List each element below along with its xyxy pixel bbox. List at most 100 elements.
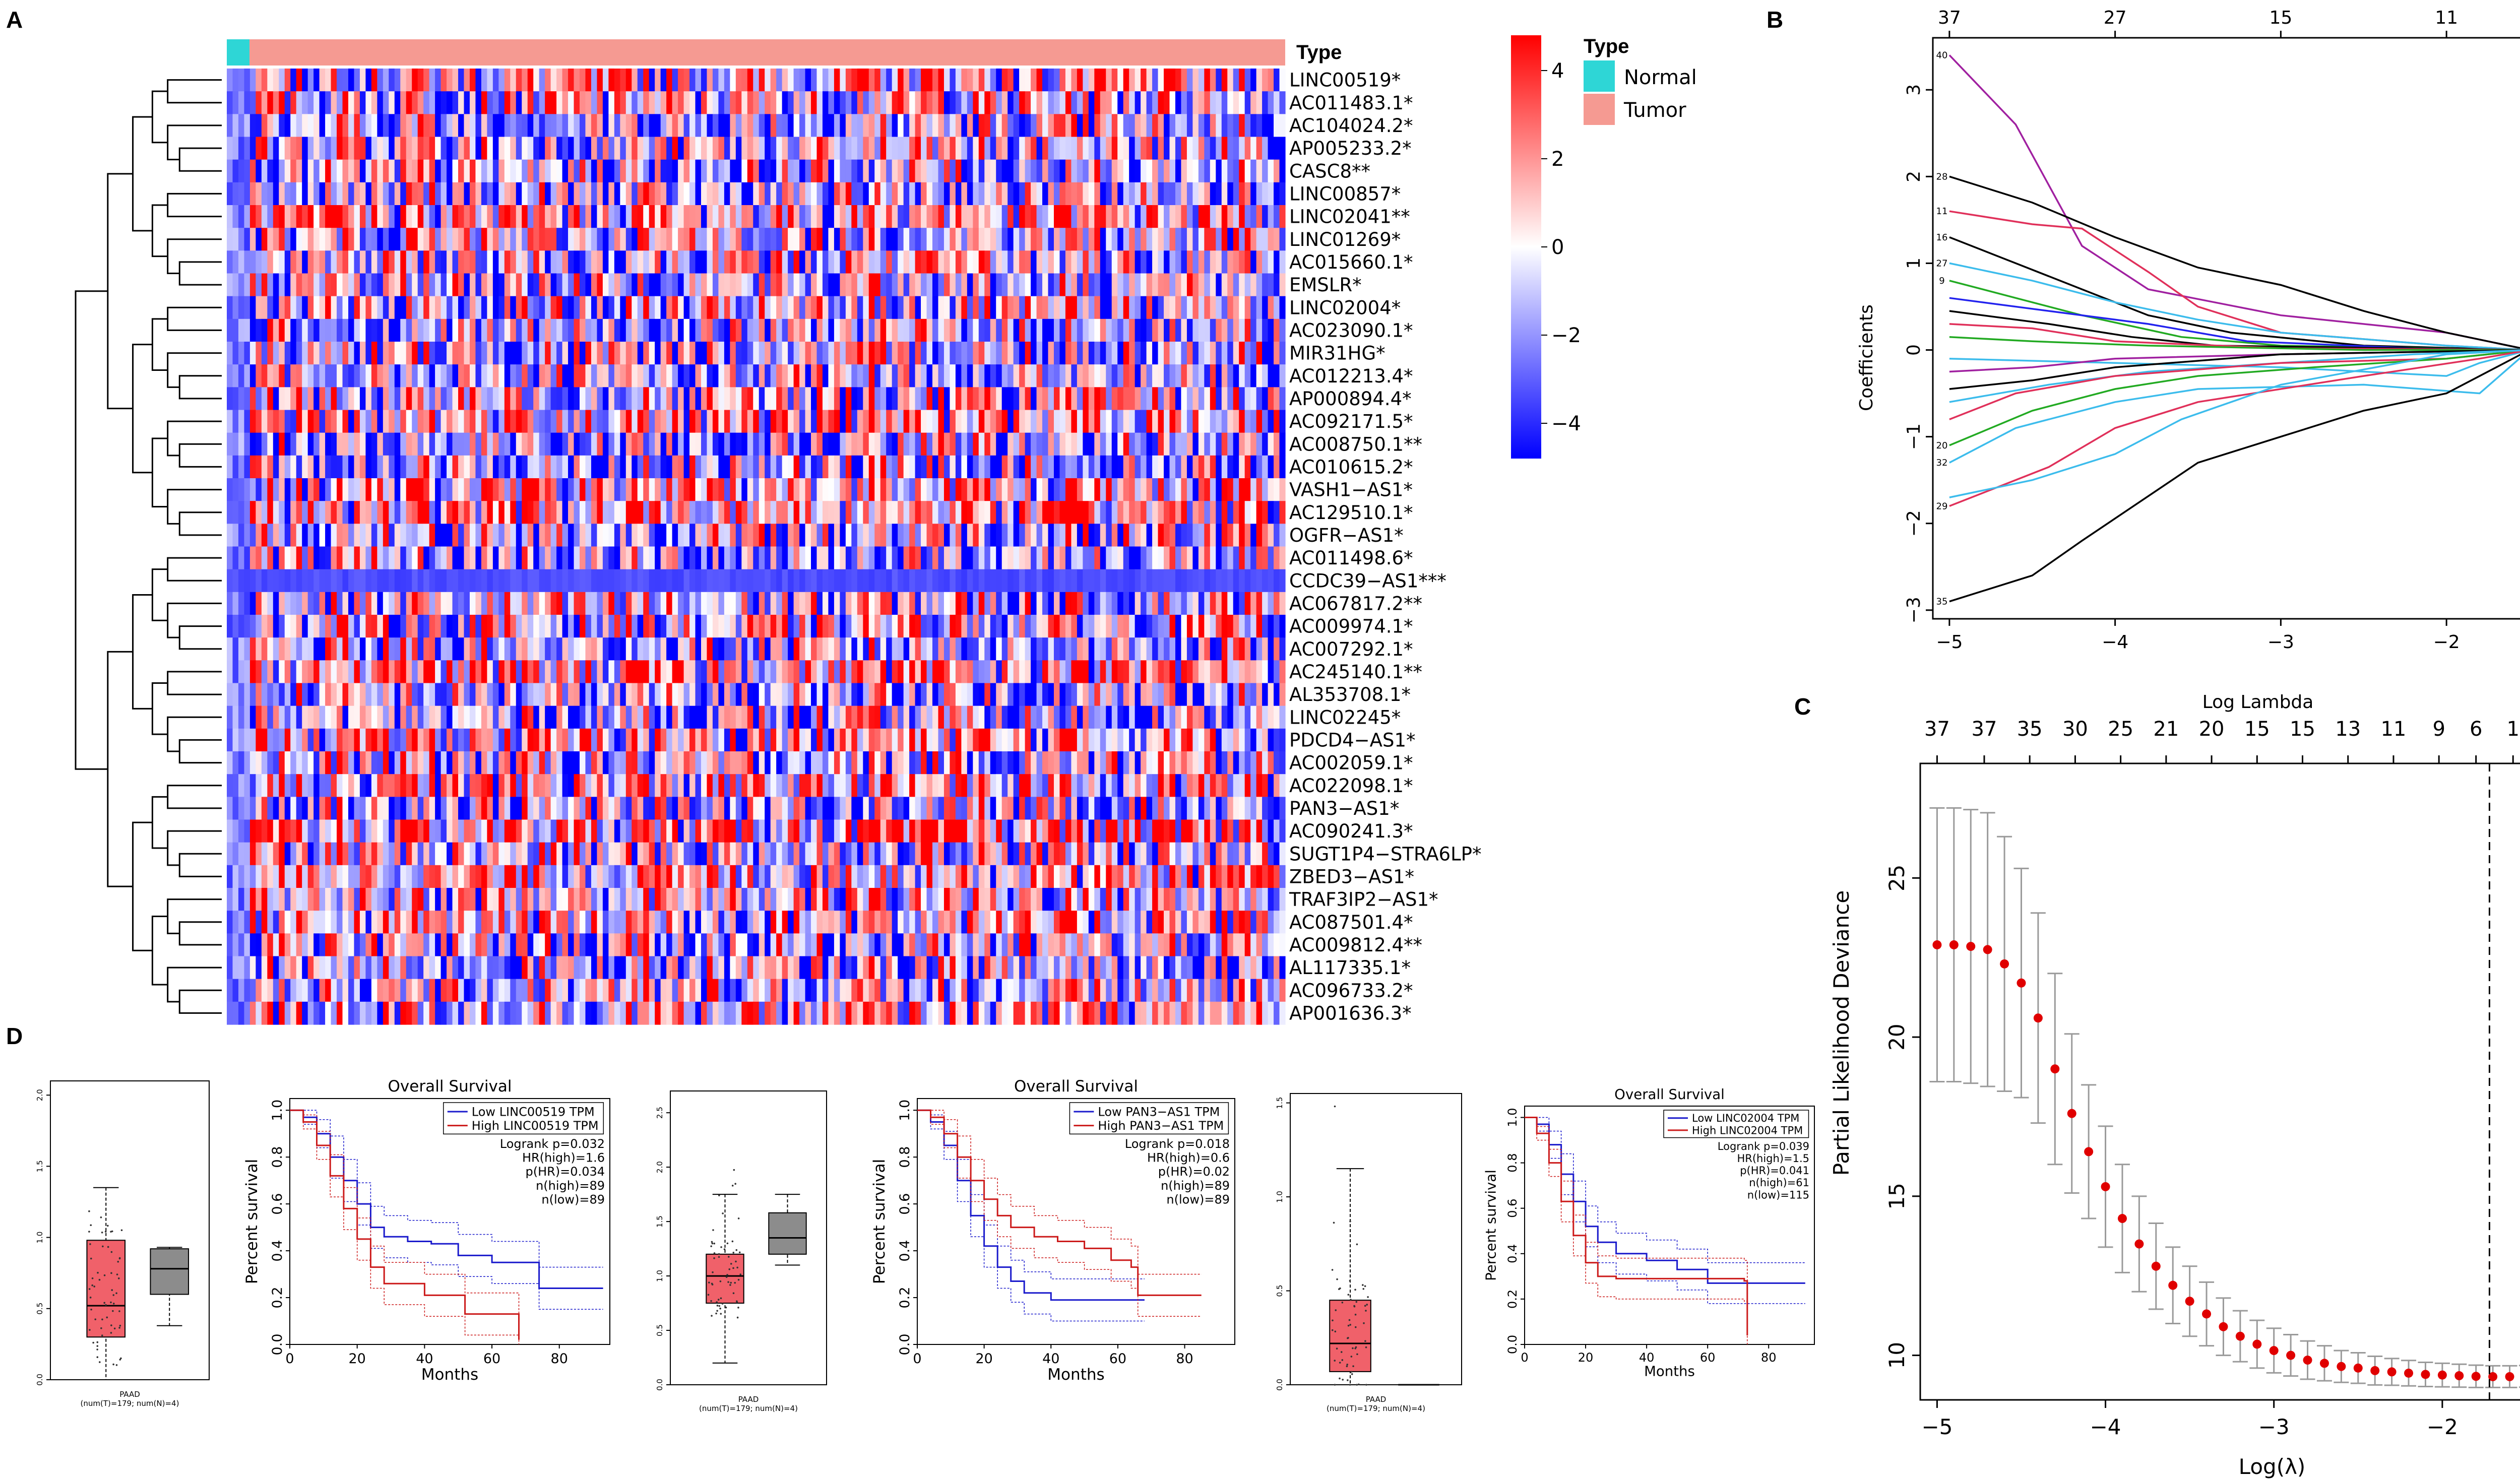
heatmap-cell <box>447 91 453 114</box>
heatmap-cell <box>973 250 979 274</box>
heatmap-cell <box>811 524 817 547</box>
heatmap-cell <box>1175 569 1182 593</box>
heatmap-cell <box>863 364 869 388</box>
heatmap-cell <box>898 410 904 433</box>
heatmap-cell <box>1111 387 1118 411</box>
heatmap-cell <box>1106 569 1112 593</box>
heatmap-cell <box>926 637 933 661</box>
heatmap-cell <box>469 615 476 638</box>
heatmap-cell <box>614 296 620 319</box>
heatmap-cell <box>516 182 522 206</box>
heatmap-cell <box>568 432 575 456</box>
heatmap-cell <box>880 250 887 274</box>
heatmap-cell <box>1268 250 1274 274</box>
heatmap-cell <box>608 159 615 183</box>
heatmap-cell <box>637 432 644 456</box>
heatmap-cell <box>1053 410 1060 433</box>
heatmap-cell <box>718 546 725 570</box>
heatmap-cell <box>1019 478 1026 501</box>
heatmap-cell <box>238 228 245 251</box>
heatmap-cell <box>307 182 314 206</box>
heatmap-cell <box>452 524 459 547</box>
heatmap-cell <box>227 455 233 479</box>
heatmap-cell <box>337 205 343 228</box>
heatmap-cell <box>938 637 944 661</box>
heatmap-cell <box>412 228 418 251</box>
heatmap-cell <box>1239 455 1245 479</box>
heatmap-cell <box>886 637 893 661</box>
heatmap-cell <box>770 228 777 251</box>
heatmap-cell <box>805 182 811 206</box>
heatmap-cell <box>383 159 389 183</box>
heatmap-cell <box>984 228 991 251</box>
heatmap-cell <box>1123 615 1129 638</box>
heatmap-cell <box>331 615 337 638</box>
heatmap-cell <box>1239 410 1245 433</box>
heatmap-cell <box>608 364 615 388</box>
heatmap-cell <box>516 228 522 251</box>
heatmap-cell <box>464 114 470 138</box>
heatmap-cell <box>400 159 407 183</box>
heatmap-cell <box>950 478 956 501</box>
heatmap-cell <box>256 546 262 570</box>
heatmap-cell <box>660 501 667 524</box>
heatmap-cell <box>608 91 615 114</box>
heatmap-cell <box>1042 296 1049 319</box>
heatmap-cell <box>1123 159 1129 183</box>
heatmap-cell <box>371 182 377 206</box>
heatmap-cell <box>666 182 673 206</box>
heatmap-cell <box>793 296 800 319</box>
heatmap-cell <box>261 592 268 615</box>
heatmap-cell <box>319 615 326 638</box>
heatmap-cell <box>458 114 465 138</box>
heatmap-cell <box>1268 524 1274 547</box>
heatmap-cell <box>406 524 412 547</box>
heatmap-cell <box>672 273 678 297</box>
heatmap-cell <box>950 182 956 206</box>
heatmap-cell <box>492 501 499 524</box>
heatmap-cell <box>331 364 337 388</box>
heatmap-cell <box>580 546 586 570</box>
heatmap-cell <box>1025 432 1031 456</box>
heatmap-cell <box>730 660 736 684</box>
heatmap-cell <box>822 296 829 319</box>
heatmap-cell <box>423 114 430 138</box>
heatmap-cell <box>539 524 545 547</box>
heatmap-cell <box>1071 660 1078 684</box>
heatmap-cell <box>1007 478 1014 501</box>
heatmap-cell <box>950 91 956 114</box>
heatmap-cell <box>828 432 835 456</box>
heatmap-cell <box>429 137 435 160</box>
heatmap-cell <box>1001 615 1008 638</box>
heatmap-cell <box>793 228 800 251</box>
heatmap-cell <box>435 182 442 206</box>
heatmap-cell <box>1065 159 1072 183</box>
heatmap-cell <box>874 228 881 251</box>
heatmap-cell <box>359 137 366 160</box>
heatmap-cell <box>973 478 979 501</box>
dendrogram-branch <box>167 785 222 809</box>
heatmap-cell <box>400 592 407 615</box>
heatmap-cell <box>892 69 898 92</box>
heatmap-cell <box>389 364 395 388</box>
heatmap-cell <box>765 637 771 661</box>
heatmap-cell <box>1001 159 1008 183</box>
heatmap-cell <box>325 410 332 433</box>
heatmap-cell <box>851 478 858 501</box>
heatmap-cell <box>574 637 580 661</box>
heatmap-cell <box>1025 501 1031 524</box>
heatmap-cell <box>637 182 644 206</box>
heatmap-cell <box>1279 205 1286 228</box>
heatmap-cell <box>1117 364 1124 388</box>
heatmap-cell <box>458 296 465 319</box>
heatmap-cell <box>811 342 817 365</box>
heatmap-cell <box>788 273 794 297</box>
heatmap-cell <box>632 91 638 114</box>
heatmap-cell <box>244 592 250 615</box>
heatmap-cell <box>978 91 985 114</box>
heatmap-cell <box>660 569 667 593</box>
heatmap-cell <box>961 478 968 501</box>
heatmap-cell <box>1053 205 1060 228</box>
heatmap-cell <box>527 137 534 160</box>
heatmap-cell <box>932 159 939 183</box>
